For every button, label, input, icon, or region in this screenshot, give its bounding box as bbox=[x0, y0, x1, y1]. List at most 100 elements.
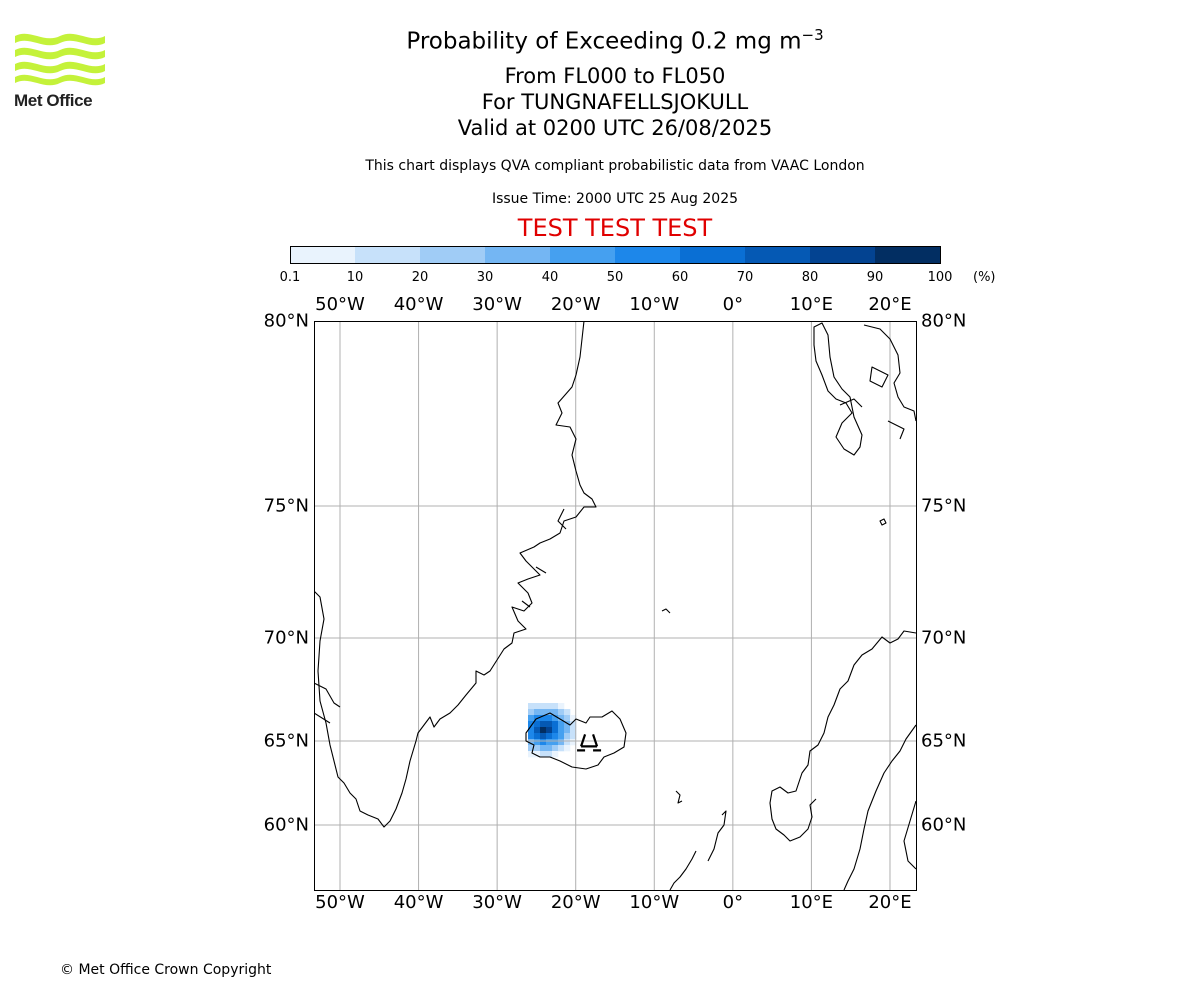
chart-title: Probability of Exceeding 0.2 mg m−3 bbox=[315, 26, 915, 55]
shetland-islands bbox=[707, 810, 727, 862]
greenland-fjord bbox=[557, 508, 567, 530]
svalbard-coastline bbox=[813, 322, 863, 456]
colorbar-tick-label: 70 bbox=[736, 270, 754, 285]
coastlines bbox=[314, 321, 916, 890]
jan-mayen bbox=[661, 608, 671, 614]
plume-cell bbox=[558, 703, 565, 710]
plume-cell bbox=[558, 709, 565, 716]
chart-title-text: Probability of Exceeding 0.2 mg m bbox=[406, 28, 802, 55]
plume-cell bbox=[540, 745, 547, 752]
greenland-fjord bbox=[314, 682, 341, 708]
longitude-label-top: 50°W bbox=[315, 294, 365, 315]
test-banner: TEST TEST TEST bbox=[517, 214, 713, 242]
baltic-coastline bbox=[903, 800, 916, 870]
latitude-label-left: 65°N bbox=[263, 730, 309, 752]
colorbar-unit: (%) bbox=[973, 270, 996, 285]
svalbard-coastline bbox=[869, 366, 889, 388]
plume-cell bbox=[528, 727, 535, 734]
map-frame bbox=[314, 321, 917, 891]
plume-cell bbox=[540, 721, 547, 728]
latitude-label-left: 70°N bbox=[263, 627, 309, 649]
plume-cell bbox=[564, 709, 571, 716]
plume-cell bbox=[546, 751, 553, 758]
plume-cell bbox=[552, 745, 559, 752]
greenland-fjord bbox=[535, 566, 547, 574]
copyright: © Met Office Crown Copyright bbox=[60, 962, 272, 978]
plume-cell bbox=[546, 727, 553, 734]
plume-cell bbox=[570, 721, 577, 728]
valid-time: Valid at 0200 UTC 26/08/2025 bbox=[457, 116, 773, 140]
ash-probability-plume bbox=[528, 703, 577, 758]
plume-cell bbox=[552, 727, 559, 734]
scotland-coastline bbox=[669, 850, 697, 890]
plume-cell bbox=[546, 745, 553, 752]
plume-cell bbox=[534, 751, 541, 758]
plume-cell bbox=[534, 721, 541, 728]
plume-cell bbox=[546, 703, 553, 710]
scandinavia-coastline bbox=[769, 630, 916, 842]
plume-cell bbox=[564, 745, 571, 752]
plume-cell bbox=[564, 727, 571, 734]
flight-level-range: From FL000 to FL050 bbox=[504, 64, 726, 88]
colorbar-tick-label: 0.1 bbox=[279, 270, 301, 285]
plume-cell bbox=[540, 733, 547, 740]
longitude-label-top: 30°W bbox=[472, 294, 522, 315]
plume-cell bbox=[558, 727, 565, 734]
plume-cell bbox=[528, 739, 535, 746]
plume-cell bbox=[534, 745, 541, 752]
map bbox=[314, 321, 917, 891]
colorbar-tick-label: 60 bbox=[671, 270, 689, 285]
colorbar-tick-label: 100 bbox=[927, 270, 953, 285]
iceland-coastline bbox=[525, 710, 627, 770]
plume-cell bbox=[540, 709, 547, 716]
plume-cell bbox=[552, 739, 559, 746]
colorbar-segment bbox=[550, 247, 616, 263]
longitude-label-top: 20°E bbox=[868, 294, 912, 315]
longitude-label-bottom: 0° bbox=[722, 892, 744, 913]
plume-cell bbox=[528, 709, 535, 716]
svalbard-coastline bbox=[863, 324, 916, 422]
plume-cell bbox=[528, 703, 535, 710]
colorbar-segment bbox=[290, 247, 356, 263]
plume-cell bbox=[546, 739, 553, 746]
longitude-label-bottom: 30°W bbox=[472, 892, 522, 913]
plume-cell bbox=[546, 733, 553, 740]
plume-cell bbox=[528, 751, 535, 758]
plume-cell bbox=[552, 709, 559, 716]
plume-cell bbox=[564, 733, 571, 740]
longitude-label-bottom: 50°W bbox=[315, 892, 365, 913]
latitude-label-right: 65°N bbox=[921, 730, 967, 752]
colorbar-segment bbox=[615, 247, 681, 263]
volcano-icon bbox=[577, 734, 602, 752]
issue-time: Issue Time: 2000 UTC 25 Aug 2025 bbox=[491, 191, 739, 207]
latitude-label-right: 75°N bbox=[921, 495, 967, 517]
plume-cell bbox=[552, 703, 559, 710]
colorbar-frame bbox=[290, 246, 941, 264]
plume-cell bbox=[528, 733, 535, 740]
plume-cell bbox=[528, 745, 535, 752]
plume-cell bbox=[534, 727, 541, 734]
met-office-logo-text: Met Office bbox=[14, 91, 93, 110]
plume-cell bbox=[528, 715, 535, 722]
plume-cell bbox=[534, 733, 541, 740]
longitude-label-bottom: 20°W bbox=[550, 892, 601, 913]
longitude-label-bottom: 10°W bbox=[629, 892, 680, 913]
plume-cell bbox=[534, 709, 541, 716]
plume-cell bbox=[540, 739, 547, 746]
colorbar-segment bbox=[420, 247, 486, 263]
colorbar-segment bbox=[745, 247, 811, 263]
graticule bbox=[314, 321, 916, 890]
plume-cell bbox=[528, 721, 535, 728]
latitude-label-left: 60°N bbox=[263, 814, 309, 836]
colorbar-tick-label: 50 bbox=[606, 270, 624, 285]
plume-cell bbox=[552, 715, 559, 722]
latitude-label-right: 60°N bbox=[921, 814, 967, 836]
plume-cell bbox=[558, 739, 565, 746]
greenland-fjord bbox=[314, 712, 331, 724]
latitude-label-right: 80°N bbox=[921, 310, 967, 332]
greenland-coastline bbox=[314, 321, 597, 828]
svalbard-coastline bbox=[887, 420, 905, 440]
svalbard-coastline bbox=[839, 398, 863, 408]
plume-cell bbox=[552, 751, 559, 758]
colorbar-segment bbox=[680, 247, 746, 263]
